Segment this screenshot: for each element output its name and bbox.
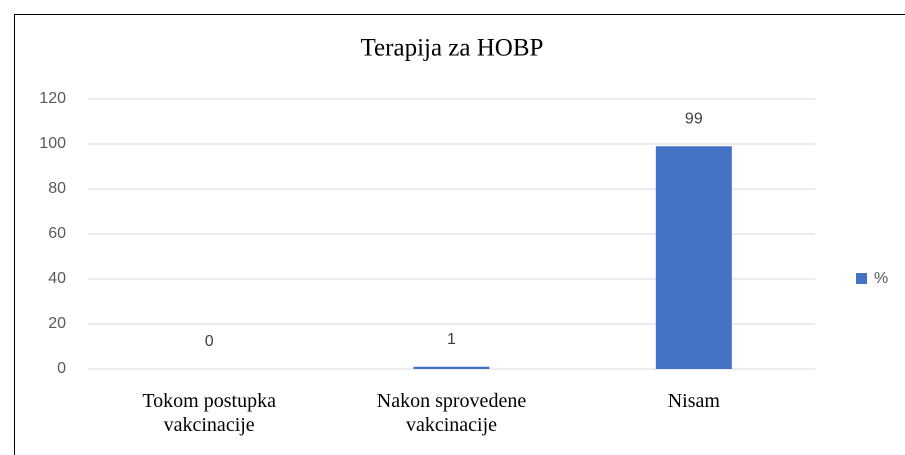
y-tick-label: 20: [48, 315, 66, 332]
y-tick-label: 40: [48, 270, 66, 287]
y-tick-label: 100: [39, 135, 66, 152]
x-tick-label: Nakon sprovedene vakcinacije: [376, 390, 527, 436]
data-label: 99: [685, 110, 703, 127]
bar: [413, 366, 490, 369]
chart-border: [14, 14, 905, 455]
x-tick-label: Tokom postupka vakcinacije: [142, 390, 276, 436]
x-tick-label: Nisam: [667, 390, 720, 412]
y-tick-label: 0: [57, 360, 66, 377]
bar: [655, 146, 732, 369]
y-tick-label: 120: [39, 90, 66, 107]
data-label: 0: [205, 333, 214, 350]
y-tick-label: 80: [48, 180, 66, 197]
chart-title: Terapija za HOBP: [361, 35, 544, 62]
legend-swatch: [856, 273, 867, 284]
data-label: 1: [447, 331, 456, 348]
legend-label: %: [874, 270, 888, 287]
y-tick-label: 60: [48, 225, 66, 242]
